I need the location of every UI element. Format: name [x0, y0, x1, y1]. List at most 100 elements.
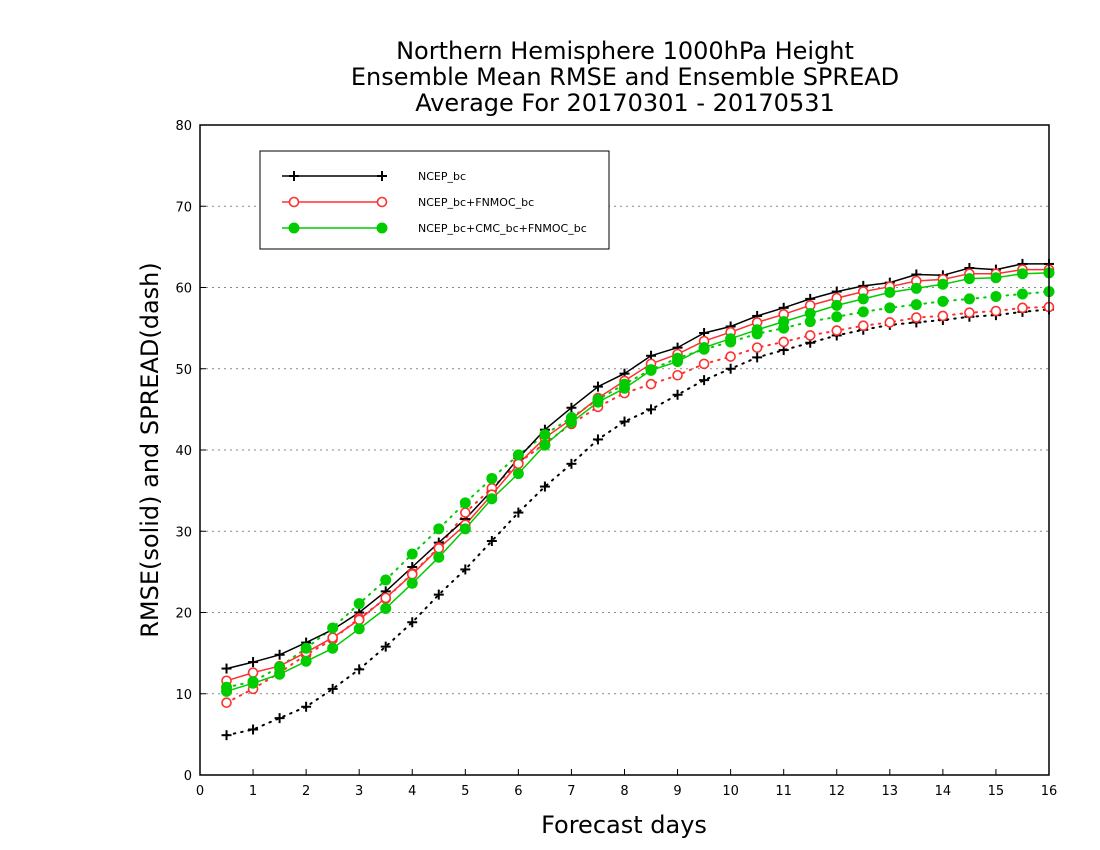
- chart-title-line-3: Average For 20170301 - 20170531: [415, 89, 835, 117]
- rmse-point: [327, 632, 338, 643]
- rmse-point: [406, 569, 418, 580]
- x-tick-label: 2: [302, 784, 310, 799]
- rmse-point: [380, 592, 392, 604]
- chart-title-line-2: Ensemble Mean RMSE and Ensemble SPREAD: [350, 63, 900, 91]
- spread-point: [592, 434, 603, 445]
- spread-point: [804, 330, 816, 341]
- spread-point: [539, 429, 551, 441]
- rmse-point: [512, 468, 524, 480]
- rmse-point: [831, 299, 843, 311]
- rmse-point: [592, 381, 603, 392]
- rmse-point: [221, 685, 233, 697]
- x-tick-label: 3: [355, 784, 363, 799]
- y-tick-label: 80: [175, 119, 192, 134]
- x-tick-label: 11: [775, 784, 792, 799]
- rmse-point: [963, 273, 975, 285]
- x-tick-label: 8: [620, 784, 628, 799]
- rmse-point: [672, 355, 684, 367]
- rmse-line-series-0: [226, 263, 1049, 670]
- spread-point: [884, 302, 896, 314]
- rmse-point: [406, 577, 418, 589]
- y-tick-label: 50: [175, 363, 192, 378]
- spread-point: [831, 311, 843, 323]
- rmse-point: [619, 382, 630, 394]
- rmse-point: [1016, 268, 1028, 280]
- rmse-point: [857, 293, 869, 305]
- spread-point: [698, 358, 710, 370]
- spread-point: [248, 724, 259, 735]
- spread-point: [406, 548, 418, 560]
- spread-point: [725, 363, 736, 374]
- x-tick-label: 12: [828, 784, 845, 799]
- spread-point: [513, 507, 524, 518]
- spread-point: [831, 325, 843, 336]
- rmse-point: [433, 543, 445, 554]
- grid-lines: [200, 205, 1049, 695]
- x-tick-label: 4: [408, 784, 416, 799]
- spread-point: [725, 351, 736, 362]
- spread-line-series-2: [225, 290, 1050, 689]
- rmse-point: [804, 308, 816, 319]
- spread-point: [937, 295, 949, 307]
- spread-point: [699, 375, 710, 386]
- spread-point: [1017, 302, 1028, 314]
- rmse-point: [247, 677, 259, 689]
- x-tick-label: 9: [673, 784, 681, 799]
- spread-point: [512, 449, 524, 461]
- legend-box: [259, 150, 610, 250]
- legend-marker: [377, 171, 387, 181]
- rmse-point: [513, 458, 524, 470]
- rmse-point: [353, 614, 365, 626]
- spread-point: [884, 317, 896, 328]
- x-axis-label: Forecast days: [541, 811, 707, 839]
- spread-point: [353, 598, 365, 610]
- spread-point: [619, 416, 630, 427]
- spread-point: [963, 293, 975, 305]
- legend: NCEP_bc NCEP_bc+FNMOC_bc NCEP_bc+CMC_bc+FN…: [259, 150, 610, 250]
- rmse-point: [274, 668, 286, 680]
- y-tick-label: 70: [175, 200, 192, 215]
- y-axis-label: RMSE(solid) and SPREAD(dash): [136, 262, 164, 638]
- spread-point: [460, 564, 471, 575]
- rmse-point: [247, 667, 259, 678]
- rmse-point: [221, 663, 232, 674]
- spread-point: [459, 497, 471, 509]
- legend-marker: [289, 171, 299, 181]
- spread-point: [301, 701, 312, 712]
- series-layer: [221, 258, 1055, 741]
- spread-point: [1016, 288, 1028, 300]
- rmse-point: [327, 642, 339, 654]
- x-tick-label: 13: [882, 784, 899, 799]
- spread-point: [433, 523, 445, 535]
- spread-point: [910, 299, 922, 311]
- spread-point: [433, 589, 444, 600]
- x-tick-label: 1: [249, 784, 257, 799]
- x-tick-label: 14: [935, 784, 952, 799]
- rmse-point: [274, 649, 285, 660]
- spread-point: [964, 307, 975, 318]
- rmse-point: [725, 333, 737, 345]
- legend-marker: [376, 196, 388, 208]
- rmse-point: [433, 551, 445, 563]
- spread-point: [751, 342, 763, 353]
- spread-point: [486, 536, 497, 546]
- y-tick-label: 0: [184, 769, 192, 784]
- x-tick-label: 10: [722, 784, 739, 799]
- spread-point: [300, 642, 312, 654]
- spread-point: [778, 336, 789, 348]
- spread-point: [857, 306, 869, 318]
- spread-point: [672, 389, 683, 400]
- legend-marker: [376, 222, 388, 234]
- rmse-point: [778, 316, 790, 328]
- x-tick-label: 6: [514, 784, 522, 799]
- y-tick-label: 10: [175, 688, 192, 703]
- spread-point: [380, 641, 391, 652]
- rmse-point: [698, 342, 710, 354]
- rmse-point: [910, 282, 922, 294]
- legend-marker: [288, 222, 300, 234]
- x-tick-label: 0: [196, 784, 204, 799]
- spread-point: [646, 404, 657, 415]
- y-tick-label: 30: [175, 525, 192, 540]
- rmse-point: [884, 286, 896, 298]
